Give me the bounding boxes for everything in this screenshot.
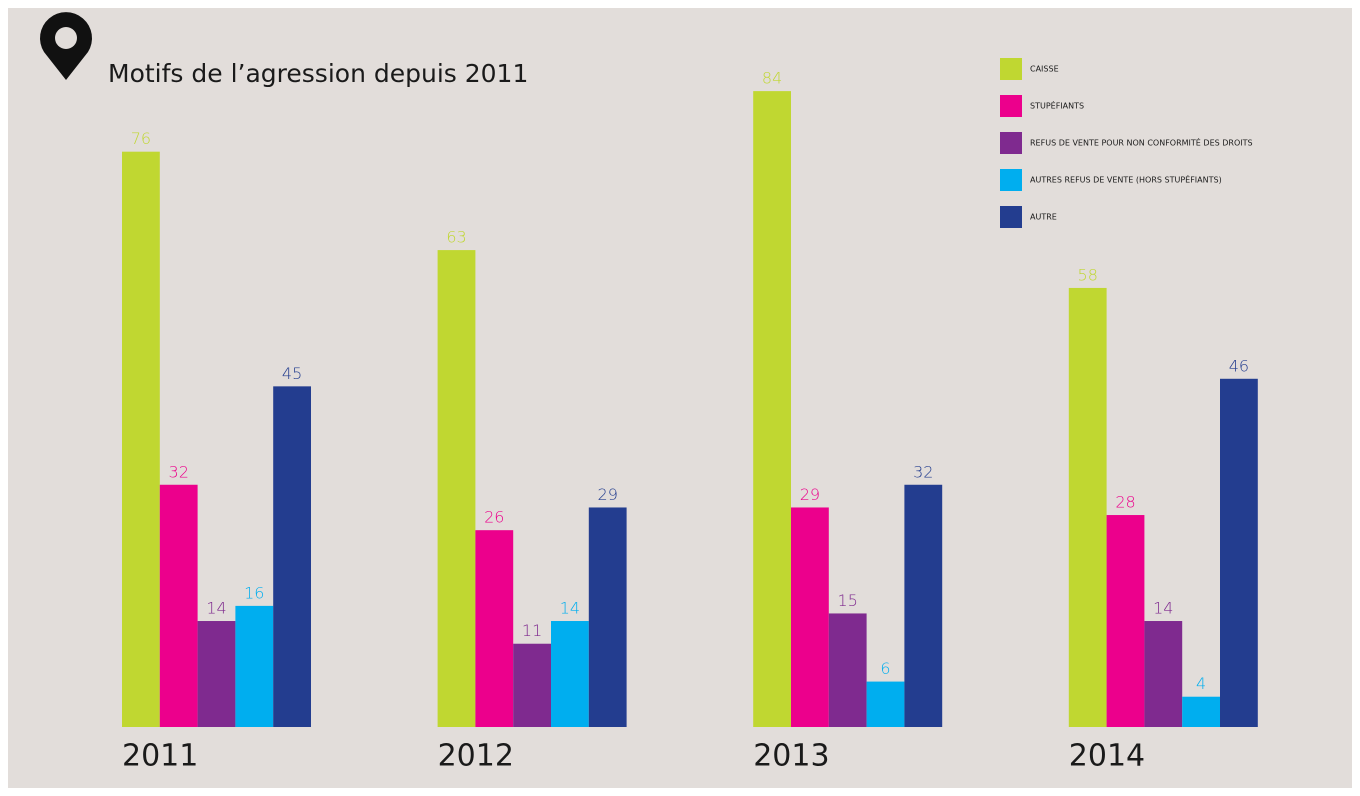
bar [159, 484, 198, 727]
value-label: 6 [880, 659, 890, 678]
pin-icon [40, 12, 92, 80]
bar [588, 507, 627, 727]
value-label: 16 [244, 583, 264, 602]
legend-label: AUTRE [1030, 213, 1057, 222]
value-label: 14 [1153, 599, 1173, 618]
value-label: 28 [1115, 493, 1135, 512]
value-label: 11 [522, 621, 542, 640]
x-tick-label: 2013 [753, 739, 829, 774]
value-label: 45 [282, 364, 302, 383]
value-label: 26 [484, 508, 504, 527]
value-label: 32 [913, 462, 933, 481]
value-label: 29 [800, 485, 820, 504]
legend-label: REFUS DE VENTE POUR NON CONFORMITÉ DES D… [1030, 137, 1253, 148]
chart-title: Motifs de l’agression depuis 2011 [108, 59, 528, 88]
bar [437, 250, 476, 727]
bar [791, 507, 829, 727]
bar [513, 643, 551, 727]
bar [828, 613, 867, 727]
legend-label: CAISSE [1030, 65, 1059, 74]
bar [753, 91, 791, 728]
bar [475, 530, 514, 727]
x-tick-label: 2011 [122, 739, 198, 774]
value-label: 63 [446, 228, 466, 247]
legend-swatch [1000, 95, 1022, 117]
value-label: 84 [762, 69, 782, 88]
bar [1182, 696, 1220, 727]
bar [235, 605, 274, 727]
bar [273, 386, 311, 727]
bar [122, 151, 160, 727]
bar [551, 621, 589, 727]
legend-swatch [1000, 206, 1022, 228]
bar [1144, 621, 1183, 727]
bar [197, 621, 236, 727]
value-label: 14 [206, 599, 226, 618]
x-tick-label: 2014 [1069, 739, 1145, 774]
x-tick-label: 2012 [438, 739, 514, 774]
value-label: 32 [169, 462, 189, 481]
bar [1220, 378, 1258, 727]
legend-label: AUTRES REFUS DE VENTE (HORS STUPÉFIANTS) [1030, 174, 1222, 185]
legend-label: STUPÉFIANTS [1030, 100, 1084, 111]
bar [866, 681, 905, 727]
value-label: 15 [838, 591, 858, 610]
value-label: 14 [560, 599, 580, 618]
bar [1068, 287, 1107, 727]
legend-swatch [1000, 169, 1022, 191]
value-label: 46 [1229, 356, 1249, 375]
value-label: 58 [1078, 265, 1098, 284]
value-label: 29 [598, 485, 618, 504]
legend-swatch [1000, 58, 1022, 80]
value-label: 4 [1196, 674, 1206, 693]
value-label: 76 [131, 129, 151, 148]
legend-swatch [1000, 132, 1022, 154]
bar [1106, 515, 1145, 727]
bar [904, 484, 943, 727]
